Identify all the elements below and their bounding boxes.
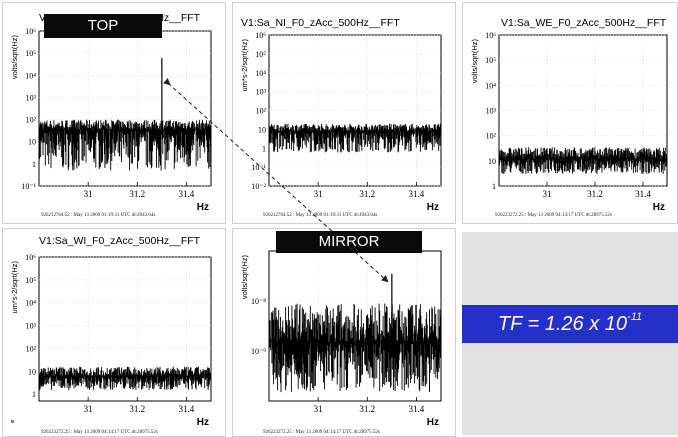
x-tick-label: 31.4 — [409, 404, 425, 414]
y-tick-label: 10³ — [26, 93, 37, 102]
spectrum-trace — [38, 366, 212, 390]
chart-panel-mirror: 10⁻⁹ 10⁻⁸ 31 31.2 31.4 Hz volts/sqrt(Hz) 92622… — [232, 228, 456, 437]
x-tick-label: 31.4 — [635, 189, 651, 199]
chart-footer: 926212764.52 : May 13 2009 01:19:31 UTC … — [41, 213, 156, 218]
y-tick-label: 1 — [32, 390, 36, 399]
chart-footer: 926223272.25 : May 13 2009 04:14:17 UTC … — [41, 430, 158, 435]
x-tick-label: 31.2 — [129, 404, 145, 414]
chart-footer: 926223272.25 : May 13 2009 04:14:17 UTC … — [495, 213, 612, 218]
y-tick-label: 10⁵ — [25, 276, 36, 285]
plot-frame — [268, 34, 442, 187]
tf-text: TF = 1.26 x 10 — [497, 312, 628, 335]
chart-footer: 926223272.25 : May 13 2009 04:14:17 UTC … — [263, 430, 380, 435]
green-marker — [11, 420, 14, 423]
y-tick-label: 10⁵ — [25, 49, 36, 58]
y-tick-label: 10² — [486, 132, 497, 141]
y-tick-label: 10³ — [26, 322, 37, 331]
x-axis-label: Hz — [427, 417, 439, 428]
chart-title: V1:Sa_WE_F0_zAcc_500Hz__FFT — [501, 17, 667, 29]
x-tick-label: 31.4 — [409, 189, 425, 199]
x-axis-label: Hz — [653, 202, 665, 213]
y-tick-label: 10⁻⁸ — [251, 297, 266, 306]
y-tick-label: 10⁻⁹ — [251, 347, 266, 356]
y-tick-label: 10² — [26, 344, 37, 353]
y-axis-label: um*s-2/sqrt(Hz) — [240, 39, 249, 92]
chart-panel-wi: 1 10 10² 10³ 10⁴ 10⁵ 10⁶ 31 31.2 31.4 Hz um*s-2/sqr… — [2, 228, 226, 437]
y-tick-label: 10² — [26, 116, 37, 125]
y-tick-label: 10² — [256, 107, 267, 116]
y-tick-label: 10 — [488, 157, 496, 166]
banner-top: TOP — [44, 14, 162, 38]
tf-exponent: -11 — [627, 311, 643, 323]
y-tick-label: 1 — [492, 182, 496, 191]
x-tick-label: 31 — [84, 404, 93, 414]
chart-title: V1:Sa_WI_F0_zAcc_500Hz__FFT — [39, 235, 201, 247]
x-tick-label: 31.2 — [359, 404, 375, 414]
spectrum-trace — [498, 147, 668, 174]
y-tick-label: 10⁴ — [25, 299, 36, 308]
chart-ni-svg: 10⁻² 10⁻¹ 1 10 10² 10³ 10⁴ 10⁵ 10⁶ 31 31.2 31.4Hz um… — [240, 31, 442, 213]
y-tick-label: 1 — [32, 160, 36, 169]
chart-footer: 926212764.52 : May 13 2009 01:19:31 UTC … — [263, 213, 378, 218]
x-tick-label: 31 — [314, 404, 323, 414]
x-tick-label: 31 — [84, 189, 93, 199]
y-tick-label: 10⁴ — [25, 71, 36, 80]
y-tick-label: 10⁻² — [251, 182, 266, 191]
y-tick-label: 10 — [28, 138, 36, 147]
y-tick-label: 10⁶ — [255, 31, 266, 40]
chart-we-svg: 1 10 10² 10³ 10⁴ 10⁵ 10⁶ 31 31.2 31.4Hz volts/sqrt… — [470, 31, 668, 213]
spectrum-trace — [268, 303, 442, 393]
x-axis-label: Hz — [427, 202, 439, 213]
y-axis-label: um*s-2/sqrt(Hz) — [10, 261, 19, 314]
y-axis-label: volts/sqrt(Hz) — [240, 255, 249, 300]
chart-panel-ni: 10⁻² 10⁻¹ 1 10 10² 10³ 10⁴ 10⁵ 10⁶ 31 31.2 31.4 Hz um… — [232, 2, 456, 224]
chart-mirror-svg: 10⁻⁹ 10⁻⁸ 31 31.2 31.4Hz volts/sqrt(Hz) — [240, 250, 442, 428]
y-tick-label: 10⁶ — [25, 253, 36, 262]
x-tick-label: 31.4 — [179, 404, 195, 414]
y-tick-label: 10⁶ — [25, 27, 36, 36]
x-tick-label: 31.4 — [179, 189, 195, 199]
x-tick-label: 31 — [543, 189, 552, 199]
transfer-function-box: TF = 1.26 x 10 -11 — [462, 305, 678, 343]
y-tick-label: 10⁴ — [255, 69, 266, 78]
y-tick-label: 10⁵ — [255, 50, 266, 59]
y-tick-label: 10⁻¹ — [251, 163, 266, 172]
chart-title: V1:Sa_NI_F0_zAcc_500Hz__FFT — [241, 17, 400, 29]
y-tick-label: 1 — [262, 144, 266, 153]
y-tick-label: 10⁴ — [485, 81, 496, 90]
x-tick-label: 31.2 — [129, 189, 145, 199]
x-axis-label: Hz — [197, 202, 209, 213]
y-tick-label: 10⁻¹ — [21, 182, 36, 191]
plot-frame — [38, 30, 212, 187]
y-tick-label: 10⁶ — [485, 31, 496, 40]
y-axis-label: volts/sqrt(Hz) — [10, 35, 19, 80]
x-axis-label: Hz — [197, 417, 209, 428]
chart-panel-we: 1 10 10² 10³ 10⁴ 10⁵ 10⁶ 31 31.2 31.4 Hz volts/sqrt… — [462, 2, 678, 224]
x-tick-label: 31 — [314, 189, 323, 199]
y-axis-label: volts/sqrt(Hz) — [470, 39, 479, 84]
y-tick-label: 10 — [258, 125, 266, 134]
y-tick-label: 10 — [28, 367, 36, 376]
chart-wi-svg: 1 10 10² 10³ 10⁴ 10⁵ 10⁶ 31 31.2 31.4Hz um*s-2/sqr… — [10, 253, 212, 428]
y-tick-label: 10³ — [486, 107, 497, 116]
x-tick-label: 31.2 — [587, 189, 603, 199]
y-tick-label: 10⁵ — [485, 56, 496, 65]
x-tick-label: 31.2 — [359, 189, 375, 199]
y-tick-label: 10³ — [256, 88, 267, 97]
banner-mirror: MIRROR — [276, 231, 422, 253]
